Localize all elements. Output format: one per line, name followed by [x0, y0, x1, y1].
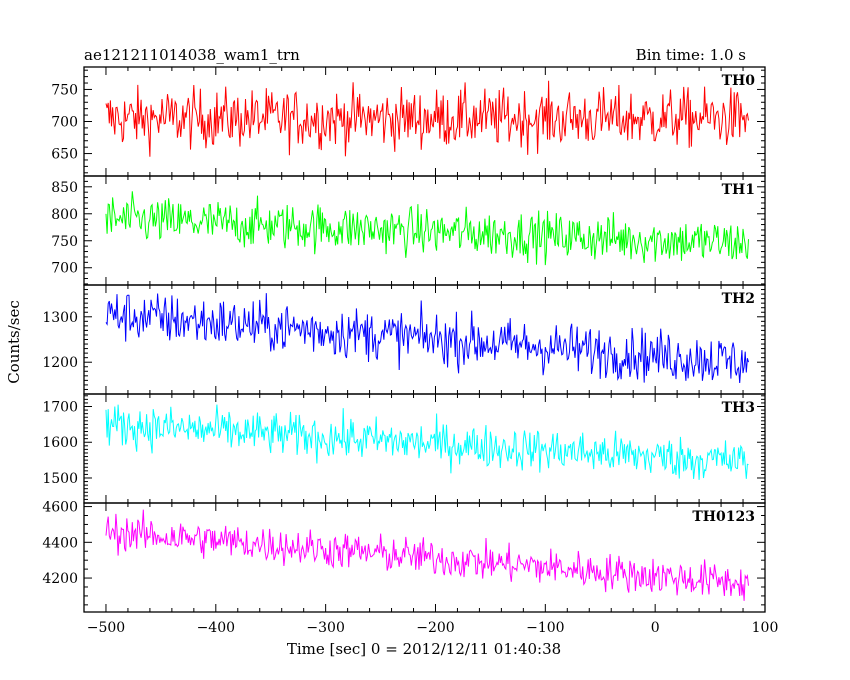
x-tick-label: 0: [651, 620, 660, 636]
chart-title: ae121211014038_wam1_trn: [84, 46, 300, 64]
panel-frame-th0: [83, 66, 766, 177]
x-tick-label: −100: [526, 620, 564, 636]
y-tick-label: 1200: [42, 355, 78, 371]
panel-frame-th0123: [83, 502, 766, 613]
y-tick-label: 4200: [42, 571, 78, 587]
panel-label-th0123: TH0123: [692, 509, 755, 525]
x-tick-label: −500: [87, 620, 125, 636]
panel-label-th3: TH3: [722, 400, 755, 416]
x-axis-label: Time [sec] 0 = 2012/12/11 01:40:38: [287, 640, 561, 658]
y-tick-label: 1600: [42, 435, 78, 451]
series-line-th0123: [105, 509, 749, 601]
y-tick-label: 750: [51, 234, 78, 250]
y-tick-label: 650: [51, 147, 78, 163]
panel-label-th2: TH2: [722, 291, 755, 307]
x-tick-label: −400: [197, 620, 235, 636]
y-tick-label: 4400: [42, 535, 78, 551]
y-tick-label: 850: [51, 180, 78, 196]
y-tick-label: 800: [51, 207, 78, 223]
panel-label-th1: TH1: [722, 182, 755, 198]
y-tick-label: 700: [51, 115, 78, 131]
bin-time-label: Bin time: 1.0 s: [636, 46, 746, 64]
x-tick-label: 100: [752, 620, 779, 636]
series-line-th3: [105, 404, 749, 480]
series-line-th0: [105, 80, 749, 157]
y-tick-label: 4600: [42, 500, 78, 516]
series-line-th2: [105, 293, 749, 384]
panel-label-th0: TH0: [722, 73, 756, 89]
x-tick-label: −300: [306, 620, 344, 636]
y-tick-label: 1700: [42, 400, 78, 416]
y-tick-label: 700: [51, 261, 78, 277]
y-axis-label: Counts/sec: [5, 300, 23, 384]
panels-group: 650 700 750 TH0 700 750 800 850 TH1 1200 1300 TH2 15…: [42, 66, 779, 636]
series-line-th1: [105, 191, 749, 266]
panel-frame-th1: [83, 175, 766, 286]
y-tick-label: 1500: [42, 471, 78, 487]
y-tick-label: 1300: [42, 310, 78, 326]
x-tick-label: −200: [416, 620, 454, 636]
y-tick-label: 750: [51, 82, 78, 98]
